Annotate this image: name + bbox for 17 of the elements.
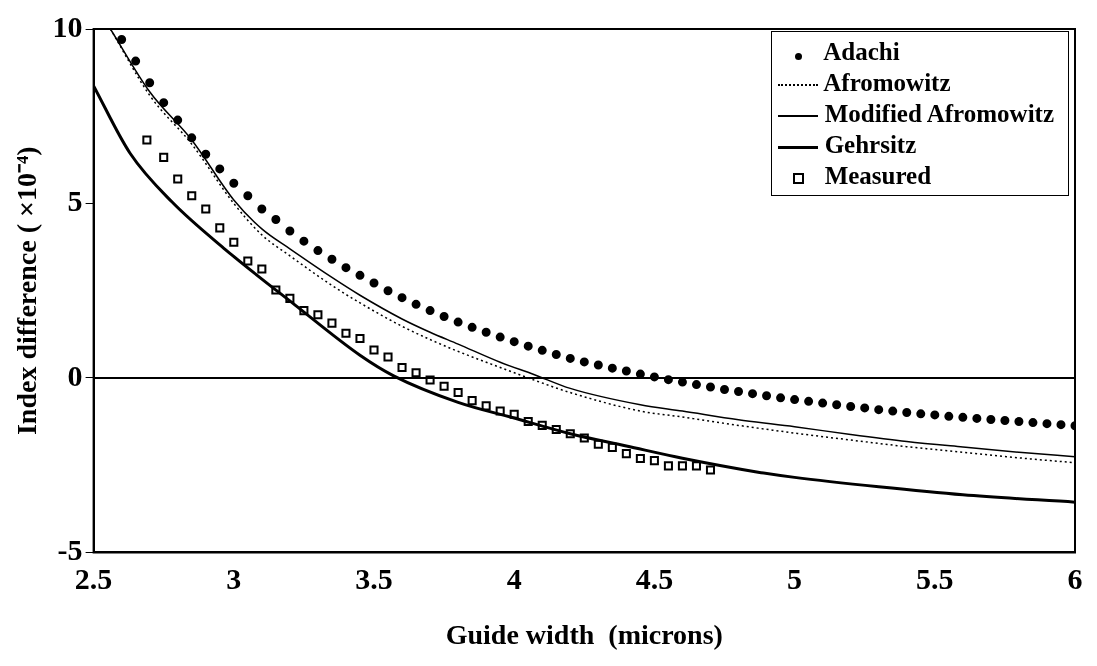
x-tick-label: 3.5 — [355, 562, 393, 596]
x-tick-label: 6 — [1067, 562, 1083, 596]
legend-label: Gehrsitz — [824, 131, 917, 158]
legend-label: Measured — [824, 162, 932, 189]
y-axis-title: Index difference ( ×10⁻⁴) — [11, 146, 43, 436]
x-tick-label: 4.5 — [635, 562, 674, 596]
y-tick-label: 5 — [67, 184, 83, 218]
legend-label: Modified Afromowitz — [824, 100, 1054, 127]
y-tick-label: 10 — [52, 9, 83, 43]
x-tick-label: 3 — [226, 562, 242, 596]
x-tick-label: 4 — [506, 562, 522, 596]
x-tick-label: 5 — [787, 562, 803, 596]
x-axis-title: Guide width (microns) — [445, 619, 723, 651]
x-tick-label: 5.5 — [916, 562, 954, 596]
y-tick-label: 0 — [67, 358, 83, 392]
legend-label: Adachi — [823, 38, 900, 65]
legend-label: Afromowitz — [823, 69, 951, 96]
